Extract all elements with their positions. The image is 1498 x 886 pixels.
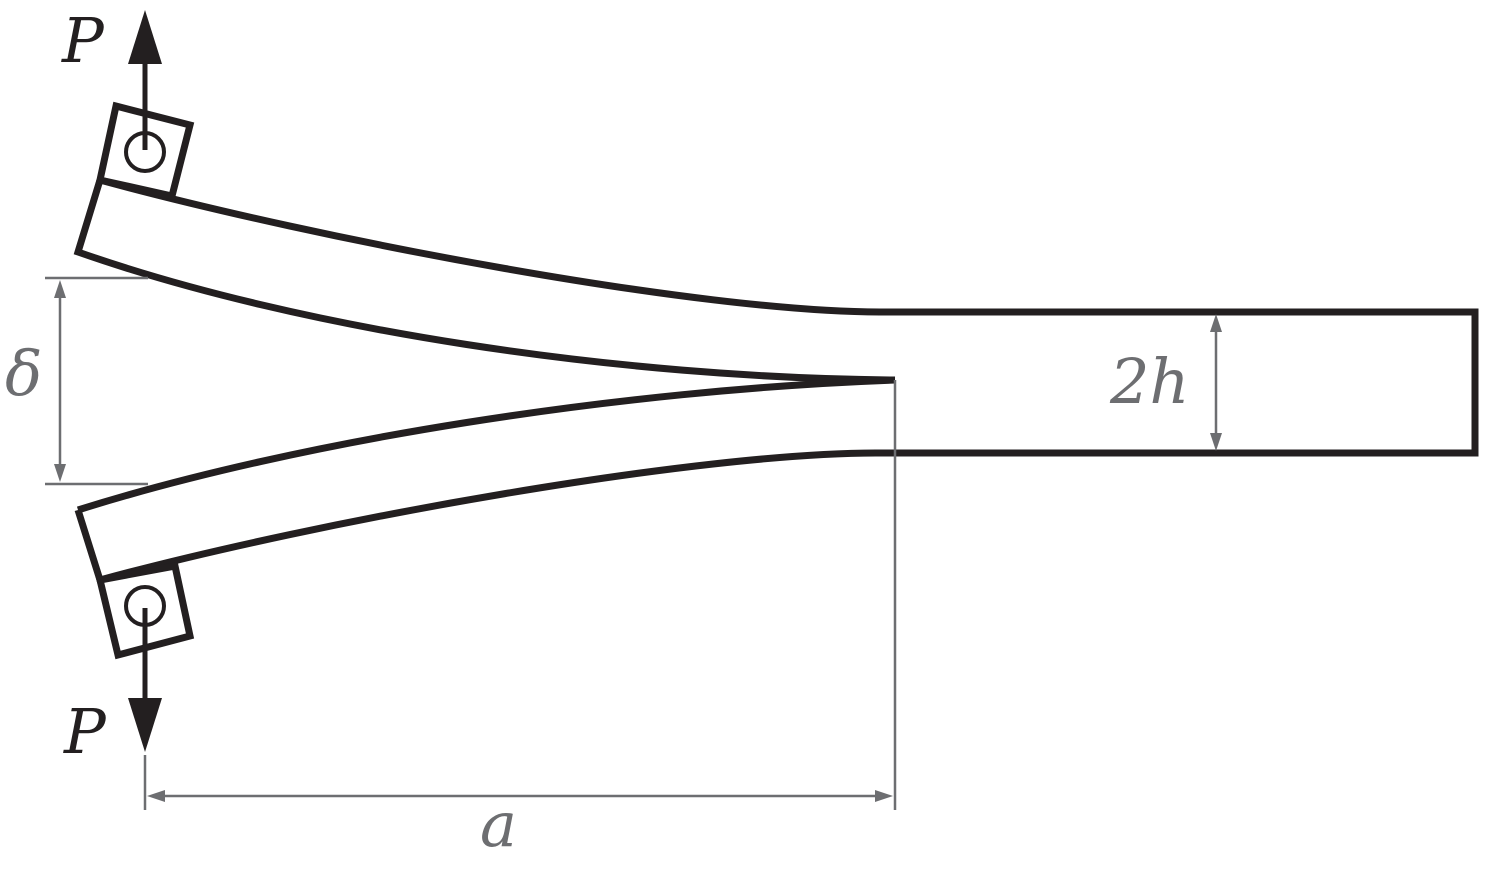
crack-length-dimension [143, 380, 897, 810]
load-label-bottom: P [63, 695, 107, 768]
crack-length-label: a [480, 788, 517, 861]
thickness-label: 2h [1109, 345, 1189, 418]
load-label-top: P [61, 4, 105, 77]
lower-arm [74, 376, 1479, 585]
lower-load-arrow [128, 608, 162, 752]
opening-label: δ [5, 337, 42, 410]
upper-load-arrow [128, 10, 162, 150]
upper-arm [73, 176, 1479, 384]
opening-dimension [45, 276, 148, 486]
thickness-dimension [1210, 314, 1222, 451]
